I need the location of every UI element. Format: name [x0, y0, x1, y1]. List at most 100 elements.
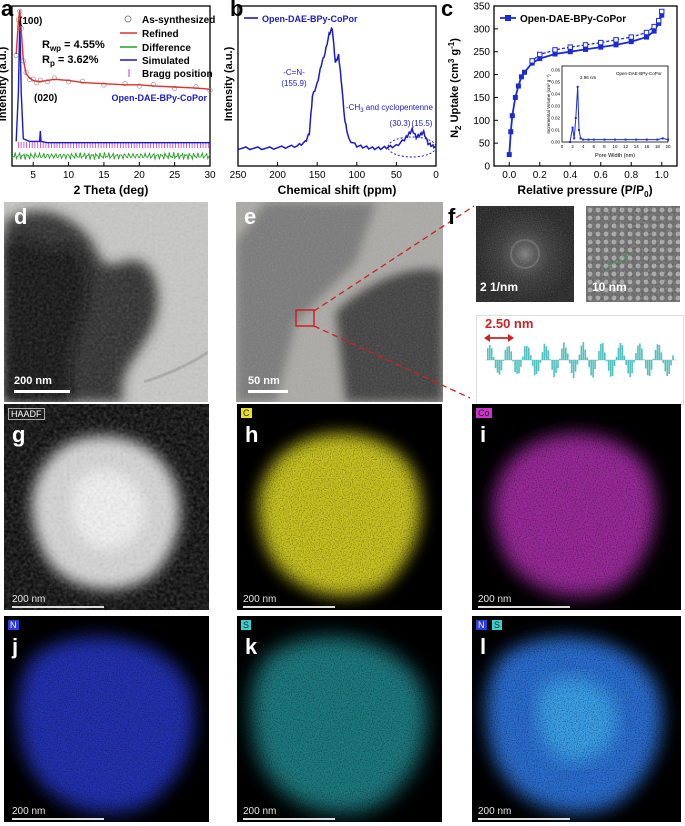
inset-peak-label: 2.96 nm [580, 75, 597, 80]
x-tick-label: 50 [391, 170, 403, 181]
profile-bar [592, 360, 594, 378]
imine-label: -C=N- [283, 68, 305, 77]
panel-h-carbon: C h 200 nm [237, 404, 442, 610]
scale-bar-k [243, 818, 335, 820]
x-tick-label: 10 [63, 170, 75, 181]
panel-f: f 2 1/nm 10 nm 2.50 nm [446, 202, 685, 405]
peak-100-label: (100) [19, 16, 42, 27]
profile-bar [508, 345, 511, 360]
y-axis-label: N2 Uptake (cm3 g-1) [447, 38, 463, 138]
inset-x-tick-label: 18 [655, 144, 661, 149]
data-point [66, 79, 72, 85]
adsorption-point [509, 113, 515, 119]
peak-020-label: (020) [34, 93, 57, 104]
data-point [207, 88, 213, 94]
desorption-point [651, 23, 657, 30]
data-point [101, 82, 107, 88]
x-axis-label: Chemical shift (ppm) [278, 183, 397, 197]
inset-x-tick-label: 8 [603, 144, 606, 149]
profile-bar [600, 343, 602, 360]
inset-y-tick-label: 0.01 [551, 128, 560, 133]
panel-c-isotherm: 0.0 0.2 0.4 0.6 0.8 1.0 0 50 100 150 200 250 300 350 … [441, 0, 685, 200]
profile-bar [619, 343, 622, 360]
legend-iso: Open-DAE-BPy-CoPor [520, 14, 626, 25]
pore-size-inset: 0 2 4 6 8 10 12 14 16 18 20 0.00 0.01 0.02 0.03 0.04 0.0… [546, 65, 671, 159]
x-tick-label: 0.4 [563, 170, 577, 181]
dot-texture [472, 404, 681, 610]
x-tick-label: 0.8 [624, 170, 638, 181]
scale-bar-label-e: 50 nm [248, 375, 280, 387]
x-tick-label: 1.0 [655, 170, 669, 181]
scale-bar-label-i: 200 nm [478, 594, 512, 605]
desorption-point [598, 39, 604, 46]
y-tick-label: 150 [473, 93, 490, 104]
inset-y-tick-label: 0.02 [551, 116, 560, 121]
x-tick-label: 200 [269, 170, 286, 181]
panel-d-tem: d 200 nm [4, 202, 208, 402]
noise-texture [4, 404, 209, 610]
desorption-point [613, 37, 619, 43]
profile-bar [504, 349, 507, 360]
panel-letter-e: e [244, 204, 257, 229]
profile-bar [516, 360, 518, 374]
panel-i-cobalt: Co i 200 nm [472, 404, 681, 610]
y-tick-label: 200 [473, 70, 490, 81]
noise-texture [236, 202, 443, 402]
alkyl-highlight [387, 136, 437, 158]
y-tick-label: 0 [484, 162, 490, 173]
y-axis-label-a: Intensity (a.u.) [0, 46, 9, 122]
profile-bar [568, 360, 571, 364]
panel-k-sulfur: S k 200 nm [237, 616, 442, 822]
scale-bar-label-j: 200 nm [12, 806, 46, 817]
adsorption-point [512, 94, 518, 100]
profile-bar [498, 360, 501, 375]
inset-x-tick-label: 4 [582, 144, 585, 149]
fft-image: 2 1/nm [476, 206, 574, 302]
profile-bar [635, 353, 637, 360]
inset-y-tick-label: 0.03 [551, 104, 560, 109]
axes-frame [11, 5, 211, 167]
profile-bar [537, 360, 540, 372]
arrow-head-right [508, 334, 514, 342]
panel-letter-d: d [14, 204, 28, 229]
tem-image-e [236, 202, 443, 402]
profile-bar [660, 352, 663, 360]
panel-letter-k: k [245, 634, 258, 659]
profile-bar [613, 360, 616, 366]
scale-label-fft: 2 1/nm [480, 280, 519, 294]
profile-bar [561, 348, 563, 360]
profile-bar [631, 360, 633, 374]
peak-30-label: (30.3) [390, 119, 411, 128]
panel-letter-g: g [12, 422, 26, 447]
dot-texture [472, 616, 681, 822]
profile-bar [609, 360, 612, 377]
profile-bar [524, 346, 526, 360]
adsorption-point [508, 129, 514, 135]
adsorption-point [659, 12, 665, 18]
adsorption-point [537, 56, 543, 62]
profile-bar [488, 345, 491, 360]
data-point [122, 81, 128, 87]
dot-texture [237, 404, 442, 610]
profile-bar [652, 358, 655, 360]
profile-bar [520, 360, 522, 367]
tag-carbon: C [241, 408, 252, 418]
profile-bar [596, 360, 598, 361]
panel-letter-h: h [245, 422, 259, 447]
data-point [193, 84, 199, 90]
x-axis-label: 2 Theta (deg) [74, 183, 149, 197]
profile-bar [623, 355, 626, 360]
adsorption-point [567, 49, 573, 55]
profile-bar [576, 360, 579, 365]
difference-curve [11, 151, 211, 161]
legend-nmr: Open-DAE-BPy-CoPor [262, 14, 358, 24]
alkyl-label: -CH3 and cyclopentenne [346, 103, 434, 114]
panel-j-nitrogen: N j 200 nm [4, 616, 209, 822]
panel-letter-j: j [12, 634, 19, 659]
profile-bar [527, 347, 530, 360]
data-point [51, 75, 57, 81]
profile-bar [500, 360, 503, 371]
panel-g-haadf: HAADF g 200 nm [4, 404, 209, 610]
profile-bar [490, 348, 493, 360]
haadf-image [4, 404, 209, 610]
